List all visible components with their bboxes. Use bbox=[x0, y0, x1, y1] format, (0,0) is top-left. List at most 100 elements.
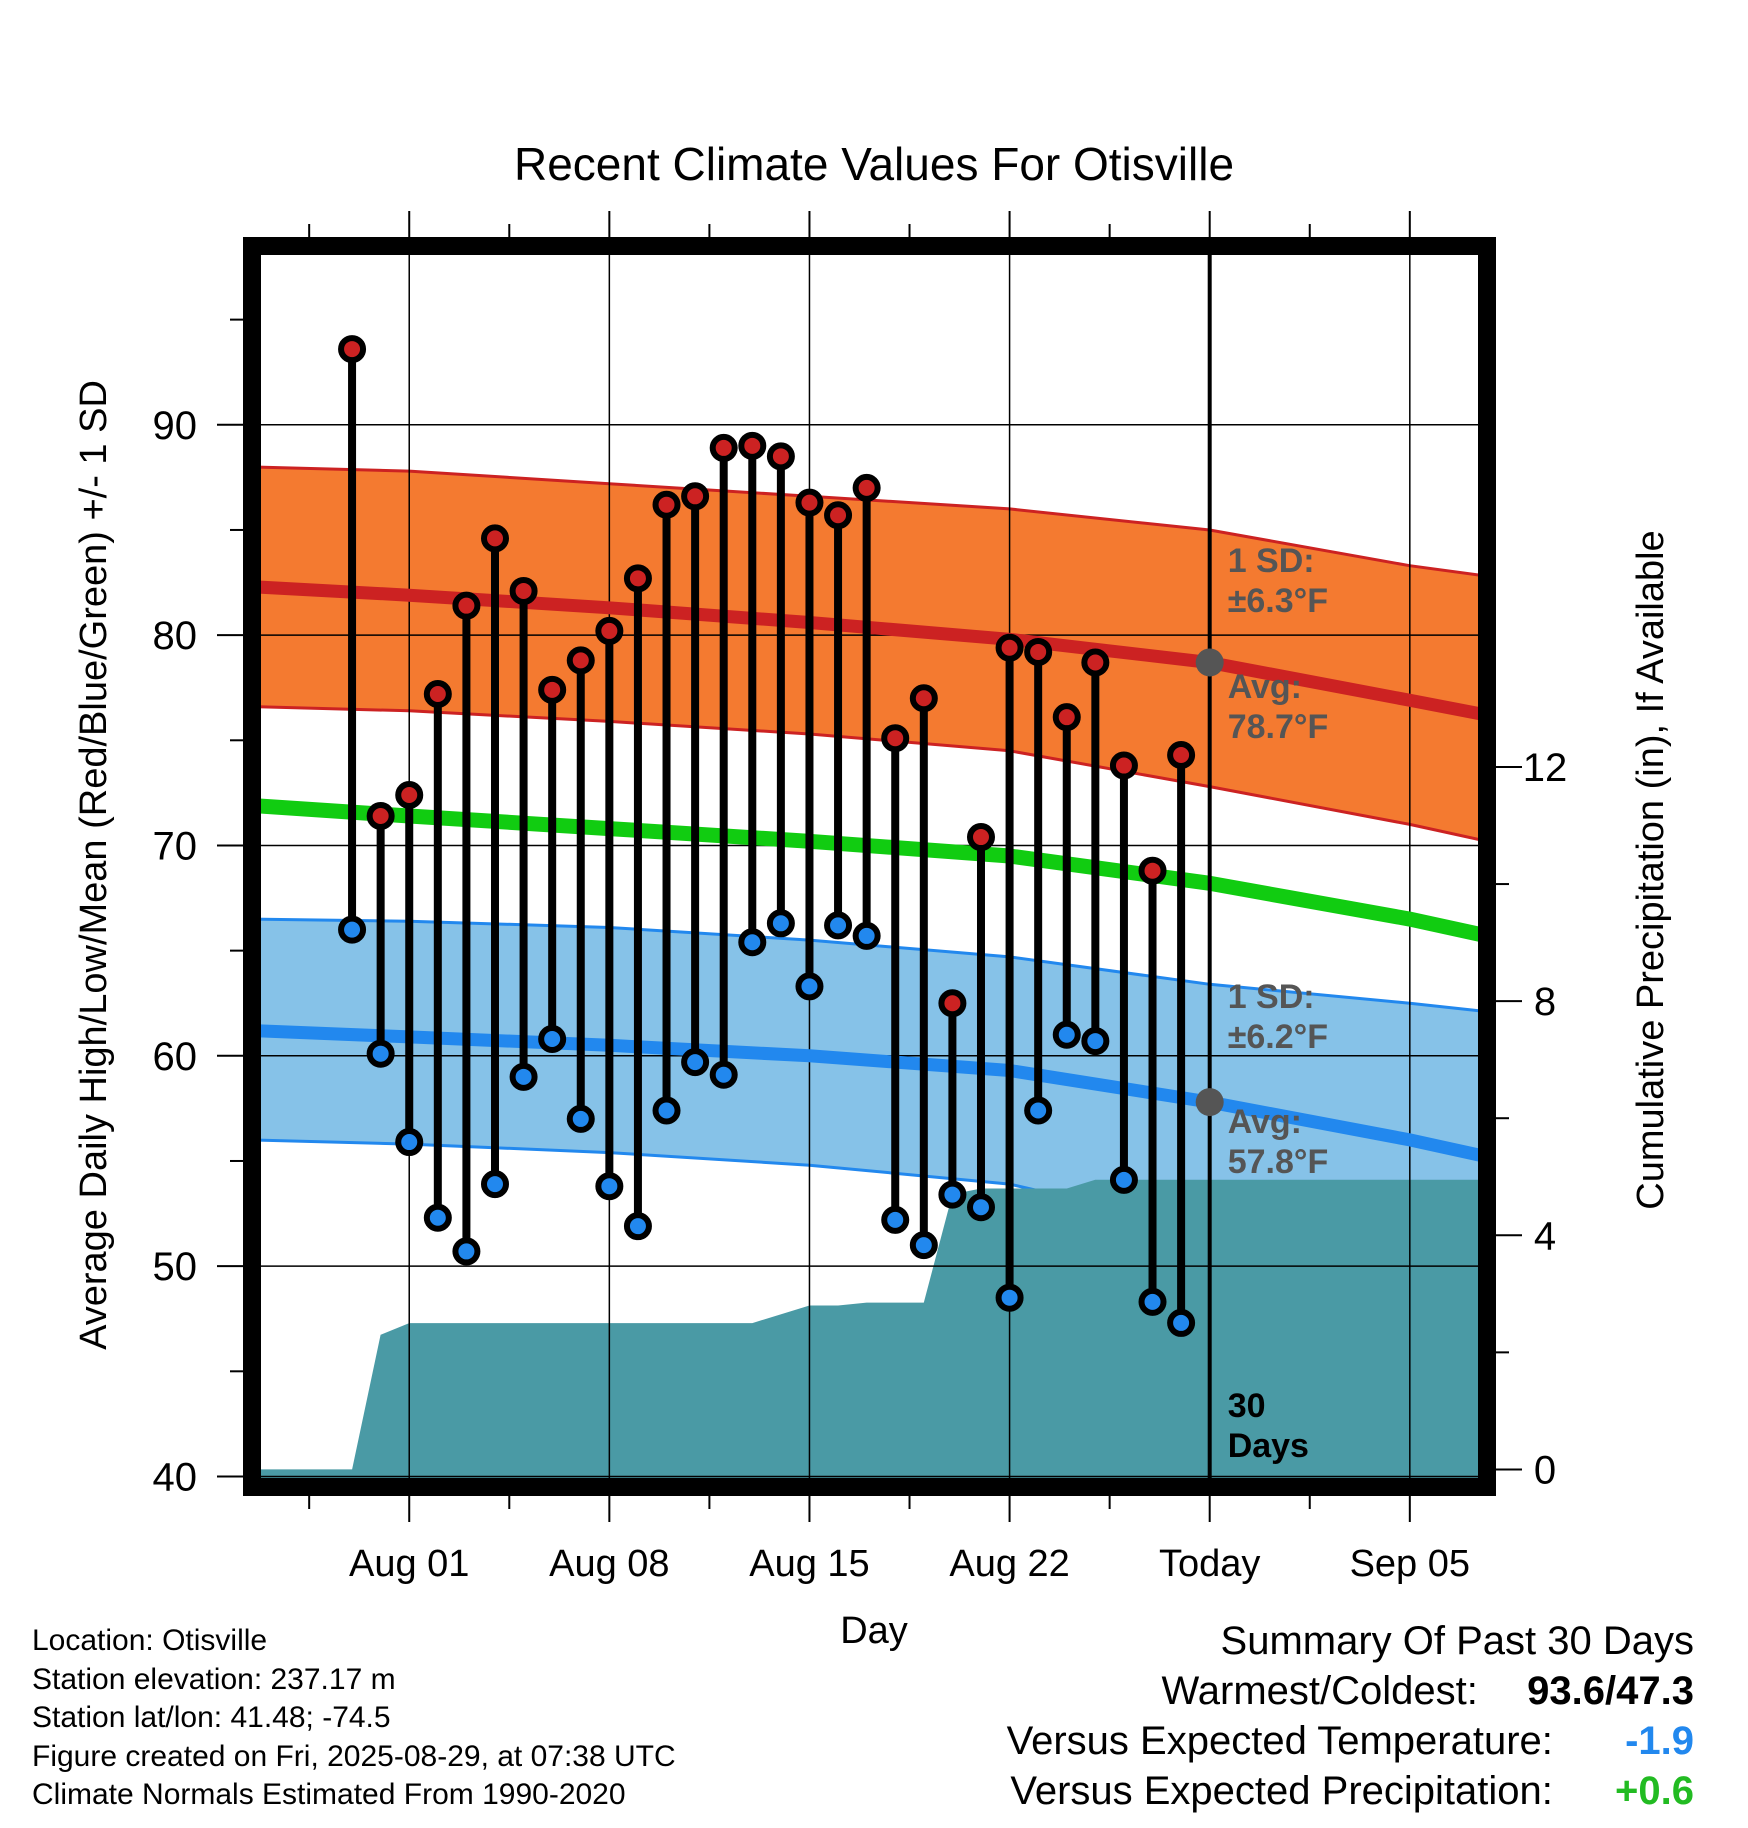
daily-high-point bbox=[766, 442, 795, 471]
daily-high-point bbox=[681, 482, 710, 511]
daily-high-point bbox=[623, 564, 652, 593]
low-upper-line bbox=[252, 917, 1487, 1014]
daily-high-point bbox=[652, 490, 681, 519]
days-annotation: 30 Days bbox=[1228, 1387, 1309, 1465]
high-avg-marker bbox=[1195, 648, 1224, 677]
x-tick-label: Aug 15 bbox=[749, 1543, 869, 1585]
daily-high-point bbox=[1138, 856, 1167, 885]
daily-low-point bbox=[538, 1024, 567, 1053]
daily-high-point bbox=[1167, 741, 1196, 770]
chart-title: Recent Climate Values For Otisville bbox=[514, 138, 1234, 190]
precip-vs-expected-label: Versus Expected Precipitation: bbox=[1010, 1769, 1553, 1813]
daily-high-point bbox=[995, 633, 1024, 662]
daily-high-point bbox=[338, 335, 367, 364]
x-tick-label: Aug 01 bbox=[349, 1543, 469, 1585]
temp-vs-expected-value: -1.9 bbox=[1625, 1719, 1694, 1763]
high-avg-annotation-line1: Avg: bbox=[1228, 668, 1302, 706]
daily-low-point bbox=[1081, 1027, 1110, 1056]
y-tick-label: 50 bbox=[153, 1245, 198, 1289]
daily-low-point bbox=[966, 1193, 995, 1222]
daily-high-point bbox=[795, 488, 824, 517]
created-text: Figure created on Fri, 2025-08-29, at 07… bbox=[32, 1739, 676, 1773]
daily-high-point bbox=[595, 616, 624, 645]
elevation-text: Station elevation: 237.17 m bbox=[32, 1662, 396, 1696]
high-avg-annotation-line2: 78.7°F bbox=[1228, 708, 1329, 746]
daily-low-point bbox=[938, 1180, 967, 1209]
high-sd-annotation: 1 SD: ±6.3°F bbox=[1228, 542, 1328, 620]
daily-high-point bbox=[824, 501, 853, 530]
high-sd-annotation-line1: 1 SD: bbox=[1228, 542, 1315, 580]
y2-axis-label: Cumulative Precipitation (in), If Availa… bbox=[1630, 530, 1672, 1209]
daily-low-point bbox=[480, 1170, 509, 1199]
y-tick-label: 60 bbox=[153, 1035, 198, 1079]
x-axis-label: Day bbox=[840, 1610, 908, 1652]
daily-low-point bbox=[795, 972, 824, 1001]
daily-low-point bbox=[566, 1104, 595, 1133]
warm-cold-label: Warmest/Coldest: bbox=[1161, 1669, 1478, 1713]
daily-high-point bbox=[1052, 703, 1081, 732]
daily-high-point bbox=[395, 780, 424, 809]
days-annotation-line2: Days bbox=[1228, 1427, 1309, 1465]
daily-low-point bbox=[623, 1212, 652, 1241]
daily-low-point bbox=[681, 1048, 710, 1077]
temp-vs-expected-label: Versus Expected Temperature: bbox=[1006, 1719, 1553, 1763]
daily-low-point bbox=[1052, 1020, 1081, 1049]
x-tick-label: Sep 05 bbox=[1350, 1543, 1470, 1585]
high-upper-line bbox=[252, 465, 1487, 578]
precip-vs-expected-value: +0.6 bbox=[1615, 1769, 1694, 1813]
summary-warm-cold-row: Warmest/Coldest: 93.6/47.3 bbox=[794, 1666, 1695, 1716]
daily-low-point bbox=[766, 909, 795, 938]
location-text: Location: Otisville bbox=[32, 1624, 268, 1657]
station-info: Location: Otisville Station elevation: 2… bbox=[32, 1622, 852, 1815]
low-avg-marker bbox=[1195, 1088, 1224, 1117]
summary-temp-row: Versus Expected Temperature: -1.9 bbox=[794, 1716, 1694, 1766]
y-tick-label: 40 bbox=[153, 1455, 198, 1499]
y2-tick-label: 8 bbox=[1534, 980, 1556, 1024]
daily-high-point bbox=[1109, 751, 1138, 780]
x-tick-label: Aug 08 bbox=[549, 1543, 669, 1585]
daily-low-point bbox=[738, 928, 767, 957]
daily-high-point bbox=[909, 684, 938, 713]
low-sd-annotation: 1 SD: ±6.2°F bbox=[1228, 978, 1328, 1056]
daily-high-point bbox=[1024, 637, 1053, 666]
mean-line bbox=[252, 798, 1487, 944]
days-annotation-line1: 30 bbox=[1228, 1387, 1266, 1425]
daily-low-point bbox=[1167, 1308, 1196, 1337]
daily-low-point bbox=[366, 1039, 395, 1068]
y2-tick-label: 12 bbox=[1523, 746, 1568, 790]
low-avg-annotation-line2: 57.8°F bbox=[1228, 1143, 1329, 1181]
y2-tick-label: 0 bbox=[1534, 1448, 1556, 1492]
low-mean-line bbox=[252, 1024, 1487, 1164]
daily-high-point bbox=[452, 591, 481, 620]
high-sd-annotation-line2: ±6.3°F bbox=[1228, 582, 1328, 620]
daily-high-point bbox=[966, 823, 995, 852]
summary-precip-row: Versus Expected Precipitation: +0.6 bbox=[794, 1766, 1694, 1816]
x-tick-label: Aug 22 bbox=[949, 1543, 1069, 1585]
high-mean-line bbox=[252, 580, 1487, 722]
plot-inner bbox=[252, 246, 1487, 1487]
summary-title: Summary Of Past 30 Days bbox=[1220, 1619, 1694, 1663]
low-sd-annotation-line2: ±6.2°F bbox=[1228, 1018, 1328, 1056]
daily-low-point bbox=[909, 1231, 938, 1260]
daily-high-point bbox=[366, 802, 395, 831]
y2-tick-label: 4 bbox=[1534, 1214, 1556, 1258]
daily-high-point bbox=[881, 724, 910, 753]
daily-high-point bbox=[538, 675, 567, 704]
daily-low-point bbox=[995, 1283, 1024, 1312]
plot-frame bbox=[243, 237, 1496, 1496]
low-avg-annotation-line1: Avg: bbox=[1228, 1103, 1302, 1141]
daily-high-point bbox=[480, 524, 509, 553]
y-tick-label: 80 bbox=[153, 614, 198, 658]
high-lower-line bbox=[252, 705, 1487, 843]
y-axis-label: Average Daily High/Low/Mean (Red/Blue/Gr… bbox=[73, 380, 115, 1350]
high-avg-annotation: Avg: 78.7°F bbox=[1228, 668, 1329, 746]
daily-high-point bbox=[423, 680, 452, 709]
daily-low-point bbox=[509, 1062, 538, 1091]
daily-high-point bbox=[852, 473, 881, 502]
latlon-text: Station lat/lon: 41.48; -74.5 bbox=[32, 1701, 391, 1734]
daily-low-point bbox=[1109, 1165, 1138, 1194]
daily-high-point bbox=[1081, 648, 1110, 677]
daily-low-point bbox=[881, 1205, 910, 1234]
low-avg-annotation: Avg: 57.8°F bbox=[1228, 1103, 1329, 1181]
